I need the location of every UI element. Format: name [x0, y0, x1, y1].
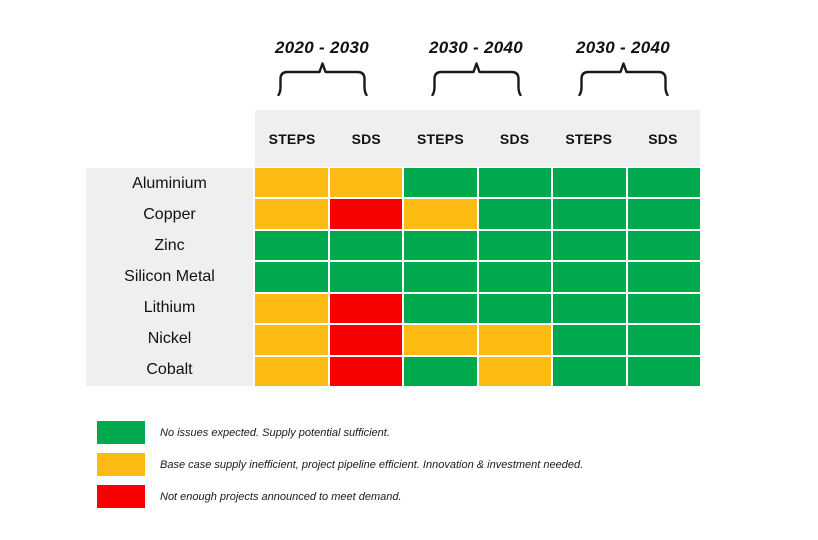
cell-zinc-col2-green [329, 230, 402, 261]
cell-nickel-col1-yellow [255, 325, 328, 355]
cell-copper-col2-red [329, 199, 402, 229]
cell-aluminium-col3-green [404, 168, 477, 198]
scenario-header-5-steps: STEPS [565, 130, 613, 147]
scenario-header-row: STEPS SDS STEPS SDS STEPS SDS [255, 110, 700, 167]
cell-silicon-metal-col5-green [553, 262, 626, 292]
cell-zinc-col3-green [404, 230, 477, 261]
cell-cobalt-col3-green [404, 356, 477, 386]
cell-nickel-col3-yellow [404, 325, 477, 355]
legend-row-green: No issues expected. Supply potential suf… [97, 421, 583, 444]
cell-silicon-metal-col6-green [627, 262, 700, 292]
legend-row-red: Not enough projects announced to meet de… [97, 485, 583, 508]
legend-swatch-yellow [97, 453, 145, 476]
period-header-2030-2040-b: 2030 - 2040 [575, 38, 671, 57]
legend-swatch-red [97, 485, 145, 508]
legend-text-red: Not enough projects announced to meet de… [160, 490, 402, 503]
scenario-header-1-steps: STEPS [268, 130, 316, 147]
cell-lithium-col1-yellow [255, 293, 328, 324]
cell-copper-col1-yellow [255, 199, 328, 229]
cell-nickel-col2-red [329, 325, 402, 355]
cell-cobalt-col6-green [627, 356, 700, 386]
cell-nickel-col6-green [627, 325, 700, 355]
cell-aluminium-col1-yellow [255, 168, 328, 198]
heatmap-grid [255, 168, 700, 386]
row-label-aluminium: Aluminium [132, 174, 207, 192]
cell-aluminium-col4-green [478, 168, 551, 198]
legend-row-yellow: Base case supply inefficient, project pi… [97, 453, 583, 476]
cell-aluminium-col5-green [553, 168, 626, 198]
cell-zinc-col1-green [255, 230, 328, 261]
legend-text-yellow: Base case supply inefficient, project pi… [160, 458, 584, 471]
cell-silicon-metal-col4-green [478, 262, 551, 292]
scenario-header-6-sds: SDS [648, 130, 678, 147]
cell-lithium-col3-green [404, 293, 477, 324]
brace-icon [578, 62, 669, 96]
row-label-copper: Copper [143, 205, 196, 223]
cell-lithium-col2-red [329, 293, 402, 324]
cell-nickel-col4-yellow [478, 325, 551, 355]
cell-cobalt-col1-yellow [255, 356, 328, 386]
cell-silicon-metal-col1-green [255, 262, 328, 292]
scenario-header-3-steps: STEPS [416, 130, 464, 147]
cell-copper-col4-green [478, 199, 551, 229]
cell-copper-col6-green [627, 199, 700, 229]
cell-aluminium-col2-yellow [329, 168, 402, 198]
period-header-2020-2030: 2020 - 2030 [274, 38, 370, 57]
row-label-column: Aluminium Copper Zinc Silicon Metal Lithium N… [86, 168, 253, 386]
brace-icon [431, 62, 522, 96]
cell-copper-col5-green [553, 199, 626, 229]
cell-lithium-col6-green [627, 293, 700, 324]
legend-swatch-green [97, 421, 145, 444]
cell-silicon-metal-col2-green [329, 262, 402, 292]
cell-aluminium-col6-green [627, 168, 700, 198]
period-header-2030-2040-a: 2030 - 2040 [428, 38, 524, 57]
scenario-header-4-sds: SDS [499, 130, 530, 147]
cell-zinc-col4-green [478, 230, 551, 261]
row-label-cobalt: Cobalt [146, 361, 193, 379]
row-label-zinc: Zinc [154, 236, 185, 254]
cell-nickel-col5-green [553, 325, 626, 355]
cell-copper-col3-yellow [404, 199, 477, 229]
cell-zinc-col6-green [627, 230, 700, 261]
cell-lithium-col5-green [553, 293, 626, 324]
legend: No issues expected. Supply potential suf… [97, 421, 583, 508]
cell-cobalt-col4-yellow [478, 356, 551, 386]
row-label-lithium: Lithium [143, 299, 196, 317]
cell-cobalt-col5-green [553, 356, 626, 386]
brace-icon [277, 62, 368, 96]
cell-lithium-col4-green [478, 293, 551, 324]
row-label-nickel: Nickel [147, 330, 192, 348]
cell-zinc-col5-green [553, 230, 626, 261]
legend-text-green: No issues expected. Supply potential suf… [160, 426, 390, 439]
cell-cobalt-col2-red [329, 356, 402, 386]
cell-silicon-metal-col3-green [404, 262, 477, 292]
scenario-header-2-sds: SDS [351, 130, 381, 147]
row-label-silicon-metal: Silicon Metal [124, 267, 215, 285]
